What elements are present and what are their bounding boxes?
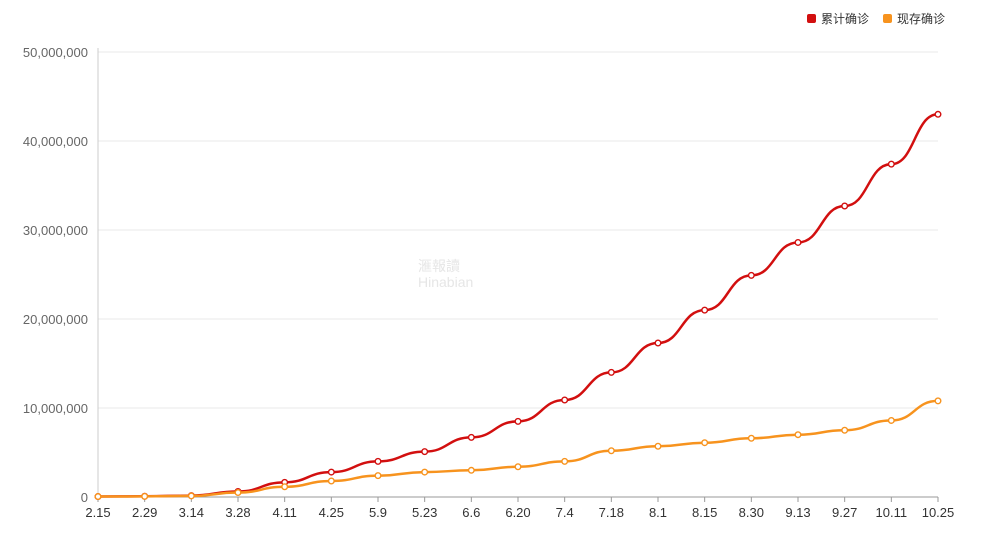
data-point (654, 442, 662, 450)
data-point (421, 468, 429, 476)
data-point (327, 477, 335, 485)
x-tick-label: 7.18 (599, 505, 624, 520)
data-point (374, 457, 382, 465)
x-tick-label: 2.29 (132, 505, 157, 520)
data-point (187, 492, 195, 500)
x-tick-label: 6.20 (505, 505, 530, 520)
legend-label-cumulative: 累计确诊 (820, 12, 869, 26)
x-tick-label: 6.6 (462, 505, 480, 520)
data-point (607, 368, 615, 376)
data-point (281, 483, 289, 491)
y-axis: 0 10,000,000 20,000,000 30,000,000 40,000,00… (23, 45, 99, 505)
x-tick-label: 7.4 (556, 505, 574, 520)
legend-swatch-cumulative (806, 14, 816, 23)
x-tick-label: 3.14 (179, 505, 204, 520)
x-tick-label: 5.9 (369, 505, 387, 520)
x-tick-label: 8.30 (739, 505, 764, 520)
x-tick-label: 3.28 (225, 505, 250, 520)
data-point (841, 202, 849, 210)
x-axis: 2.15 2.29 3.14 3.28 4.11 4.25 5.9 5.23 6.6 6.20 7.… (85, 496, 955, 520)
data-point (141, 492, 149, 500)
data-point (794, 238, 802, 246)
data-point (747, 434, 755, 442)
series-group (94, 110, 942, 501)
x-tick-label: 9.13 (785, 505, 810, 520)
data-point (421, 448, 429, 456)
data-point (467, 466, 475, 474)
y-tick-label: 10,000,000 (23, 401, 88, 416)
data-point (747, 271, 755, 279)
x-tick-label: 4.25 (319, 505, 344, 520)
data-point (701, 439, 709, 447)
grid-lines (98, 51, 938, 409)
data-point (327, 468, 335, 476)
data-point (374, 472, 382, 480)
y-tick-label: 30,000,000 (23, 223, 88, 238)
data-point (934, 110, 942, 118)
data-point (607, 447, 615, 455)
data-point (234, 489, 242, 497)
watermark-line1: 滙報讀 (418, 258, 460, 274)
legend-item-cumulative[interactable]: 累计确诊 (806, 10, 869, 27)
data-point (561, 457, 569, 465)
watermark: 滙報讀 Hinabian (418, 258, 473, 290)
data-point (934, 397, 942, 405)
watermark-line2: Hinabian (418, 274, 474, 290)
data-point (94, 493, 102, 501)
x-tick-label: 10.11 (876, 505, 908, 520)
data-point (561, 396, 569, 404)
legend-item-current[interactable]: 现存确诊 (882, 10, 945, 27)
legend-swatch-current (882, 14, 892, 23)
legend-label-current: 现存确诊 (896, 12, 945, 26)
data-point (794, 431, 802, 439)
x-tick-label: 5.23 (412, 505, 437, 520)
data-point (514, 463, 522, 471)
x-tick-label: 10.25 (922, 505, 955, 520)
x-tick-label: 8.15 (692, 505, 717, 520)
y-tick-label: 20,000,000 (23, 312, 88, 327)
x-tick-label: 4.11 (272, 505, 296, 520)
y-tick-label: 50,000,000 (23, 45, 88, 60)
series-line-0 (97, 113, 939, 498)
y-tick-label: 0 (81, 490, 88, 505)
x-tick-label: 8.1 (649, 505, 667, 520)
data-point (467, 433, 475, 441)
data-point (887, 416, 895, 424)
data-point (701, 306, 709, 314)
y-tick-label: 40,000,000 (23, 134, 88, 149)
series-line-1 (97, 399, 939, 498)
x-tick-label: 9.27 (832, 505, 857, 520)
data-point (841, 426, 849, 434)
data-point (654, 339, 662, 347)
legend: 累计确诊 现存确诊 (806, 10, 945, 27)
x-tick-label: 2.15 (85, 505, 110, 520)
data-point (887, 160, 895, 168)
data-point (514, 417, 522, 425)
